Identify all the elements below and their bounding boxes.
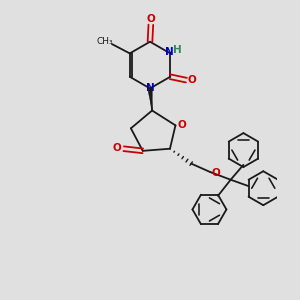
Text: N: N — [165, 47, 173, 57]
Text: O: O — [177, 119, 186, 130]
Text: H: H — [173, 45, 182, 55]
Text: CH₃: CH₃ — [97, 37, 113, 46]
Text: O: O — [212, 168, 220, 178]
Polygon shape — [148, 88, 152, 110]
Text: O: O — [112, 143, 121, 153]
Text: O: O — [188, 75, 197, 85]
Text: O: O — [146, 14, 155, 24]
Text: N: N — [146, 83, 154, 93]
